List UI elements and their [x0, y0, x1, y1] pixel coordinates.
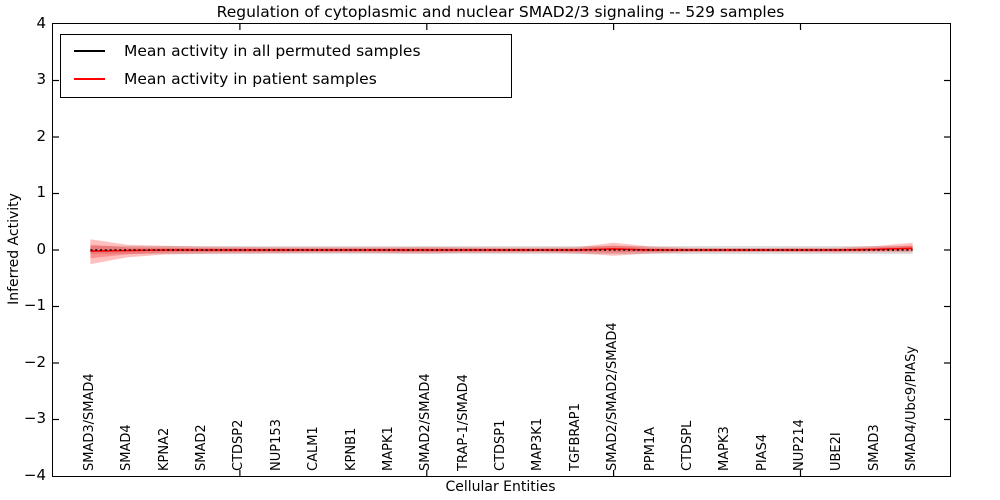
x-tick-label: SMAD3 [866, 424, 882, 471]
y-tick-label: −3 [23, 409, 46, 427]
x-tick-label: KPNA2 [156, 427, 172, 471]
y-tick-label: 2 [36, 127, 46, 145]
patient-band-outer [90, 239, 913, 265]
x-tick-label: KPNB1 [343, 427, 359, 471]
y-tick-label: −1 [23, 296, 46, 314]
x-axis-label: Cellular Entities [445, 479, 556, 495]
y-tick-label: −2 [23, 353, 46, 371]
x-tick-label: CTDSPL [679, 420, 695, 471]
y-tick-label: 1 [36, 183, 46, 201]
x-tick-label: PPM1A [642, 426, 658, 471]
legend-row-patient: Mean activity in patient samples [61, 65, 511, 93]
x-tick-label: CALM1 [306, 426, 322, 471]
legend-label-permuted: Mean activity in all permuted samples [124, 42, 421, 60]
x-tick-label: TGFBRAP1 [567, 403, 583, 471]
x-tick-label: MAPK1 [380, 426, 396, 471]
x-tick-label: SMAD4 [119, 424, 135, 471]
patient-line-swatch [74, 78, 105, 80]
x-tick-label: UBE2I [829, 432, 845, 471]
plot-area [52, 23, 951, 477]
x-tick-label: CTDSP2 [231, 419, 247, 471]
legend-label-patient: Mean activity in patient samples [124, 70, 377, 88]
permuted-line-swatch [74, 50, 105, 52]
y-tick-label: −4 [23, 466, 46, 484]
x-tick-label: PIAS4 [754, 433, 770, 471]
legend-row-permuted: Mean activity in all permuted samples [61, 37, 511, 65]
x-tick-label: MAPK3 [717, 426, 733, 471]
legend: Mean activity in all permuted samples Me… [60, 34, 512, 98]
patient-band-inner [90, 244, 913, 259]
patient-mean-line [90, 247, 913, 252]
x-tick-label: NUP214 [792, 419, 807, 471]
x-tick-label: SMAD3/SMAD4 [81, 373, 97, 471]
x-tick-label: NUP153 [268, 419, 284, 471]
x-tick-label: SMAD2/SMAD4 [418, 373, 434, 471]
x-tick-label: SMAD4/Ubc9/PIASy [904, 345, 920, 471]
x-tick-label: SMAD2/SMAD2/SMAD4 [605, 322, 621, 471]
plot-canvas [53, 24, 950, 476]
chart-title: Regulation of cytoplasmic and nuclear SM… [216, 3, 785, 21]
y-tick-label: 0 [36, 240, 46, 258]
x-tick-label: TRAP-1/SMAD4 [455, 374, 471, 471]
x-tick-label: MAP3K1 [530, 417, 546, 471]
x-tick-label: CTDSP1 [493, 419, 508, 471]
y-tick-label: 4 [36, 14, 46, 32]
x-tick-label: SMAD2 [194, 424, 209, 471]
y-tick-label: 3 [36, 70, 46, 88]
